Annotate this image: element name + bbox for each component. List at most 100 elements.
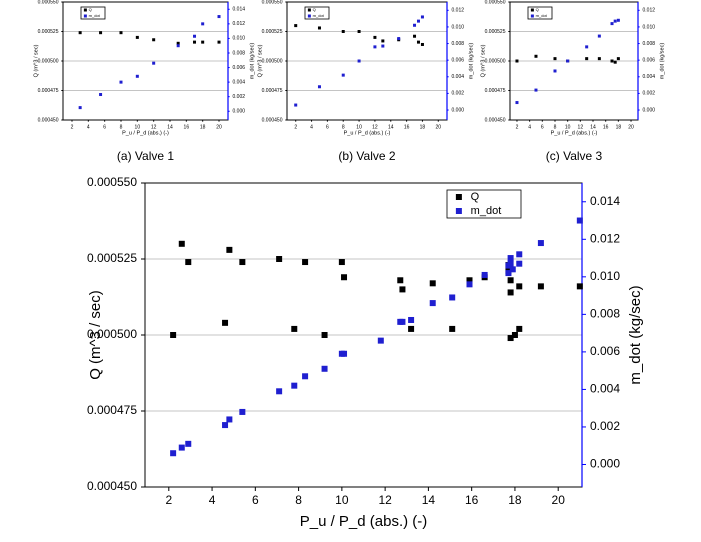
y-tick-label: 0.000550	[262, 0, 283, 5]
legend-label: m_dot	[89, 13, 101, 18]
data-point	[341, 350, 348, 357]
data-point	[294, 24, 298, 28]
data-point	[302, 259, 309, 266]
data-point	[481, 271, 488, 278]
data-point	[566, 59, 570, 63]
data-point	[217, 15, 221, 19]
y2-tick-label: 0.002	[643, 91, 656, 97]
data-point	[276, 388, 283, 395]
data-point	[377, 337, 384, 344]
data-point	[534, 54, 538, 58]
data-point	[201, 22, 205, 26]
data-point	[408, 325, 415, 332]
data-point	[226, 246, 233, 253]
y2-tick-label: 0.002	[233, 94, 246, 100]
y2-tick-label: 0.008	[643, 41, 656, 47]
legend-label: m_dot	[313, 13, 325, 18]
y2-tick-label: 0.006	[643, 57, 656, 63]
data-point	[553, 69, 557, 73]
x-tick-label: 8	[120, 124, 123, 130]
data-point	[178, 444, 185, 451]
data-point	[185, 259, 192, 266]
data-point	[449, 294, 456, 301]
y-tick-label: 0.000450	[38, 117, 59, 123]
data-point	[135, 35, 139, 39]
data-point	[178, 240, 185, 247]
x-tick-label: 2	[165, 493, 172, 507]
y2-tick-label: 0.014	[233, 7, 246, 13]
data-point	[576, 217, 583, 224]
y-tick-label: 0.000500	[262, 58, 283, 64]
y-axis-title: Q (m^3 / sec)	[480, 44, 486, 77]
y2-tick-label: 0.002	[452, 91, 465, 97]
y-tick-label: 0.000550	[87, 175, 137, 189]
y-tick-label: 0.000475	[38, 88, 59, 94]
data-point	[193, 34, 197, 38]
y-tick-label: 0.000500	[485, 58, 506, 64]
data-point	[294, 103, 298, 107]
legend-label: m_dot	[536, 13, 548, 18]
data-point	[170, 450, 177, 457]
y-tick-label: 0.000550	[38, 0, 59, 5]
data-point	[616, 57, 620, 61]
y2-tick-label: 0.012	[452, 8, 465, 14]
data-point	[429, 280, 436, 287]
data-point	[399, 318, 406, 325]
data-point	[597, 57, 601, 61]
x-tick-label: 14	[422, 493, 436, 507]
x-axis-title: P_u / P_d (abs.) (-)	[300, 513, 428, 530]
data-point	[505, 270, 512, 277]
data-point	[537, 283, 544, 290]
x-tick-label: 10	[135, 124, 141, 130]
data-point	[416, 19, 420, 23]
data-point	[239, 408, 246, 415]
data-point	[381, 44, 385, 48]
x-tick-label: 18	[508, 493, 522, 507]
y-tick-label: 0.000500	[87, 327, 137, 341]
y2-tick-label: 0.010	[452, 24, 465, 30]
x-tick-label: 2	[516, 124, 519, 130]
data-point	[534, 88, 538, 92]
x-tick-label: 10	[335, 493, 349, 507]
y2-tick-label: 0.008	[590, 307, 620, 321]
data-point	[429, 300, 436, 307]
legend-label: Q	[471, 191, 480, 203]
x-tick-label: 20	[628, 124, 634, 130]
data-point	[408, 316, 415, 323]
data-point	[357, 59, 361, 63]
data-point	[276, 256, 283, 262]
data-point	[357, 30, 361, 33]
data-point	[416, 40, 420, 44]
y2-tick-label: 0.006	[233, 65, 246, 71]
data-point	[239, 259, 246, 266]
legend-marker	[83, 8, 87, 12]
data-point	[176, 41, 180, 45]
data-point	[466, 281, 473, 288]
y2-axis-title: m_dot (kg/sec)	[249, 43, 255, 80]
y-tick-label: 0.000525	[87, 251, 137, 265]
x-tick-label: 12	[378, 493, 392, 507]
legend-marker	[530, 8, 534, 12]
data-point	[537, 240, 544, 247]
x-tick-label: 14	[590, 124, 596, 130]
data-point	[449, 325, 456, 332]
x-tick-label: 16	[465, 493, 479, 507]
x-tick-label: 14	[167, 124, 173, 130]
x-axis-title: P_u / P_d (abs.) (-)	[122, 130, 169, 136]
caption: (b) Valve 2	[338, 149, 395, 163]
x-axis-title: P_u / P_d (abs.) (-)	[344, 130, 391, 136]
data-point	[613, 19, 617, 23]
y2-tick-label: 0.004	[233, 79, 246, 85]
data-point	[341, 73, 345, 77]
legend-marker	[307, 8, 311, 12]
data-point	[78, 31, 82, 35]
y2-tick-label: 0.010	[643, 24, 656, 30]
data-point	[511, 332, 518, 338]
data-point	[321, 365, 328, 372]
data-point	[119, 31, 123, 35]
data-point	[321, 332, 328, 338]
y2-tick-label: 0.002	[590, 419, 620, 433]
legend-marker	[530, 14, 534, 18]
data-point	[222, 422, 229, 429]
